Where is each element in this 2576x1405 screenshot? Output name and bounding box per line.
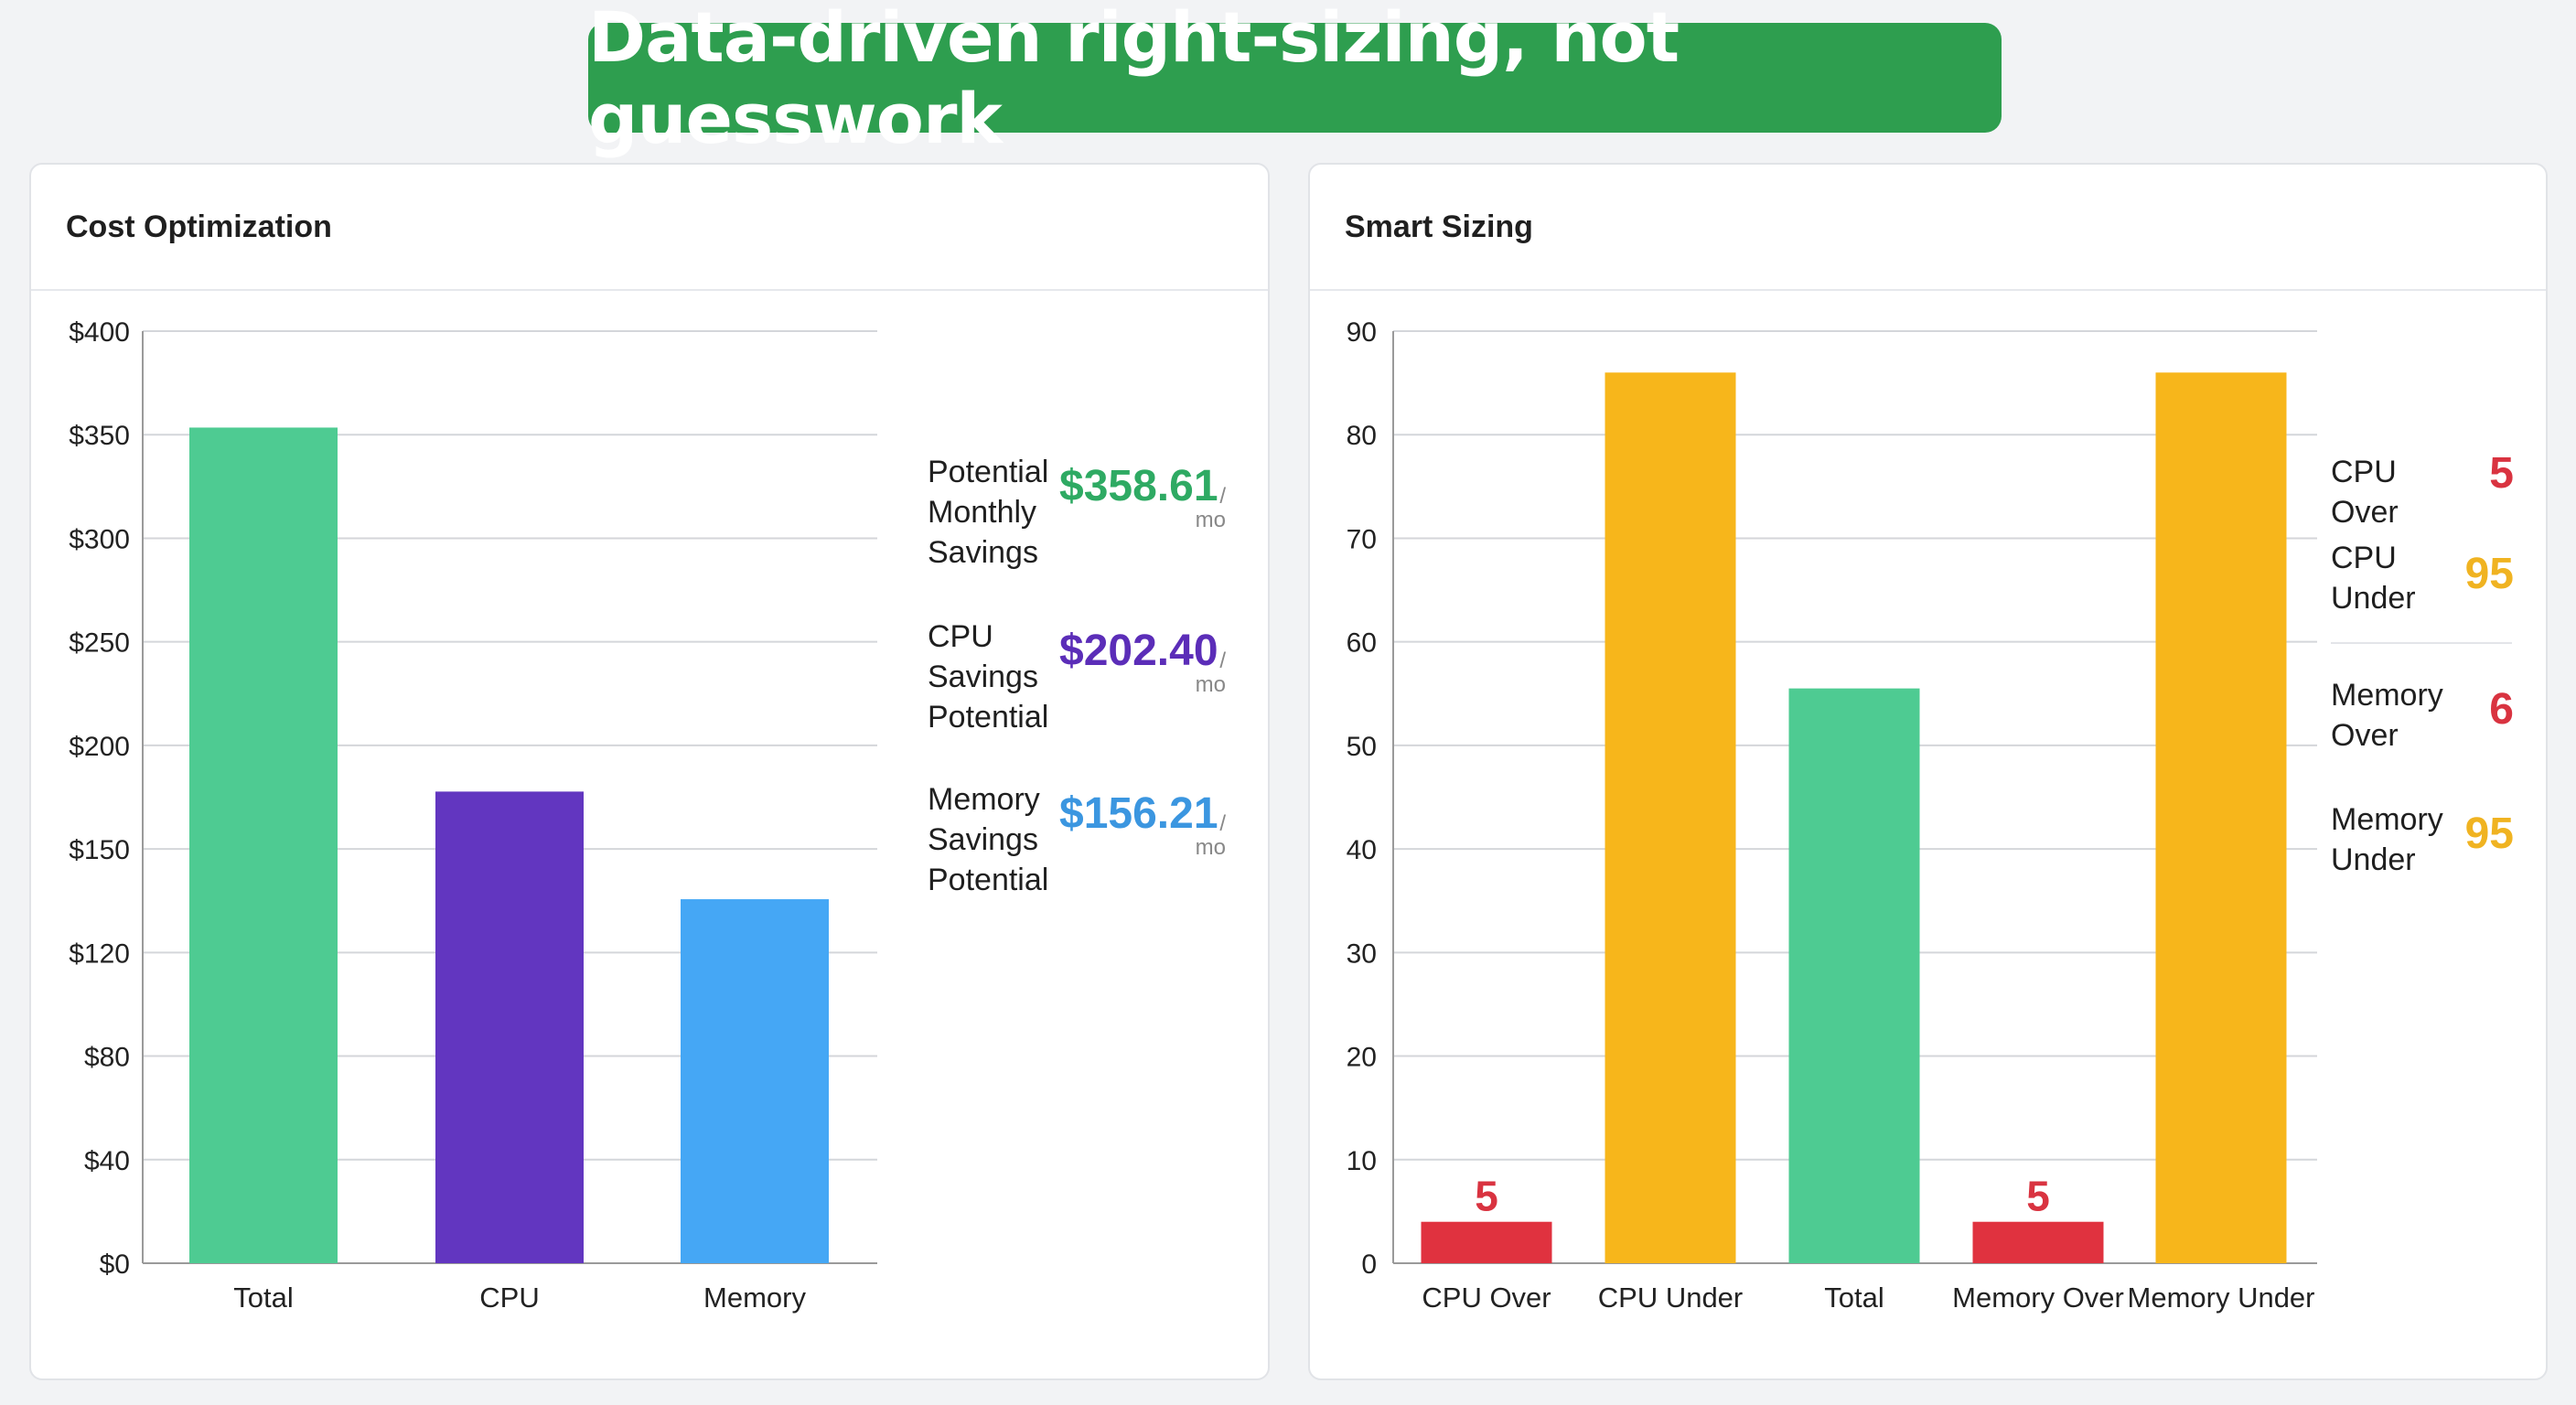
stat-label-line: Potential bbox=[928, 455, 1049, 489]
banner-title: Data-driven right-sizing, not guesswork bbox=[588, 0, 2002, 159]
y-tick-label: $0 bbox=[100, 1249, 130, 1280]
stat-unit-slash: / bbox=[1219, 811, 1226, 836]
x-tick-label: Memory Under bbox=[2128, 1282, 2315, 1314]
stat-label: Memory Under bbox=[2331, 799, 2443, 880]
stat-unit-period: mo bbox=[1195, 672, 1226, 697]
stat-label-line: Under bbox=[2331, 842, 2416, 877]
cost-optimization-panel: Cost Optimization $0 $40 $80 $120 $150 $200 $2… bbox=[29, 163, 1270, 1380]
x-tick-label: CPU bbox=[479, 1282, 539, 1314]
stat-value: 95 bbox=[2464, 810, 2514, 858]
stat-label: Memory Over bbox=[2331, 675, 2443, 756]
y-tick-label: 20 bbox=[1347, 1043, 1377, 1073]
y-tick-label: 70 bbox=[1347, 524, 1377, 554]
x-tick-label: Total bbox=[1824, 1282, 1884, 1314]
bar-total bbox=[1788, 688, 1920, 1263]
stat-label: CPU Savings Potential bbox=[928, 617, 1048, 737]
stat-unit-slash: / bbox=[1219, 484, 1226, 509]
stat-label-line: CPU Over bbox=[2331, 455, 2399, 530]
y-tick-label: $40 bbox=[84, 1146, 130, 1176]
stats-divider bbox=[2331, 642, 2512, 644]
bar-cpu-under bbox=[1605, 372, 1736, 1263]
y-tick-label: 30 bbox=[1347, 938, 1377, 969]
stat-label: CPU Over bbox=[2331, 452, 2399, 532]
y-tick-label: 50 bbox=[1347, 732, 1377, 762]
stat-unit: / mo bbox=[1189, 649, 1226, 697]
bar-memory-under bbox=[2155, 372, 2287, 1263]
stat-unit: / mo bbox=[1189, 812, 1226, 860]
y-tick-label: $300 bbox=[69, 524, 130, 554]
y-tick-label: $250 bbox=[69, 628, 130, 659]
x-tick-label: Total bbox=[233, 1282, 293, 1314]
stat-label-line: Memory bbox=[2331, 802, 2443, 837]
stat-label-line: CPU bbox=[2331, 541, 2397, 575]
data-label: 5 bbox=[2026, 1173, 2050, 1220]
stat-unit: / mo bbox=[1189, 485, 1226, 532]
y-tick-label: 40 bbox=[1347, 835, 1377, 865]
bar-cpu-over bbox=[1421, 1221, 1552, 1263]
stat-value: 5 bbox=[2489, 449, 2514, 498]
stat-value: $156.21 bbox=[1059, 789, 1218, 838]
y-tick-label: $150 bbox=[69, 835, 130, 865]
y-tick-label: 80 bbox=[1347, 421, 1377, 451]
stat-label-line: Memory bbox=[2331, 678, 2443, 713]
stat-label-line: CPU bbox=[928, 619, 993, 654]
stat-label-line: Over bbox=[2331, 718, 2399, 753]
stat-unit-slash: / bbox=[1219, 649, 1226, 673]
y-tick-label: $350 bbox=[69, 421, 130, 451]
y-tick-label: 0 bbox=[1361, 1249, 1377, 1280]
stat-label: Potential Monthly Savings bbox=[928, 452, 1048, 573]
bar-cpu bbox=[435, 791, 584, 1263]
stat-label-line: Potential bbox=[928, 863, 1049, 897]
data-label: 5 bbox=[1475, 1173, 1498, 1220]
y-tick-label: $400 bbox=[69, 317, 130, 348]
x-tick-label: Memory Over bbox=[1952, 1282, 2124, 1314]
stat-label-line: Savings bbox=[928, 535, 1038, 570]
stat-label-line: Savings bbox=[928, 822, 1038, 857]
stat-value: 6 bbox=[2489, 685, 2514, 734]
y-tick-label: 10 bbox=[1347, 1146, 1377, 1176]
stat-unit-period: mo bbox=[1195, 835, 1226, 860]
y-tick-label: 90 bbox=[1347, 317, 1377, 348]
x-tick-label: CPU Under bbox=[1598, 1282, 1744, 1314]
stat-unit-period: mo bbox=[1195, 508, 1226, 532]
stat-value: $358.61 bbox=[1059, 462, 1218, 510]
bar-total bbox=[189, 427, 338, 1263]
y-tick-label: $120 bbox=[69, 938, 130, 969]
x-tick-label: CPU Over bbox=[1422, 1282, 1551, 1314]
smart-sizing-panel: Smart Sizing 0 10 20 30 40 50 60 70 80 90 CPU Over… bbox=[1308, 163, 2548, 1380]
panel-title: Cost Optimization bbox=[31, 165, 1268, 291]
stat-value: 95 bbox=[2464, 550, 2514, 598]
sizing-bar-chart: 0 10 20 30 40 50 60 70 80 90 CPU Over 5 CPU Under Tot… bbox=[1347, 317, 2317, 1314]
stat-label-line: Potential bbox=[928, 700, 1049, 735]
stat-value: $202.40 bbox=[1059, 627, 1218, 675]
x-tick-label: Memory bbox=[703, 1282, 806, 1314]
y-tick-label: $200 bbox=[69, 732, 130, 762]
stat-label-line: Memory bbox=[928, 782, 1040, 817]
cost-bar-chart: $0 $40 $80 $120 $150 $200 $250 $300 $350 $400 Tota… bbox=[69, 317, 877, 1314]
stat-label: Memory Savings Potential bbox=[928, 779, 1048, 900]
bar-memory-over bbox=[1972, 1221, 2104, 1263]
stat-label: CPU Under bbox=[2331, 538, 2416, 618]
y-tick-label: $80 bbox=[84, 1043, 130, 1073]
stat-label-line: Under bbox=[2331, 581, 2416, 616]
stat-label-line: Monthly bbox=[928, 495, 1037, 530]
bar-memory bbox=[681, 899, 829, 1263]
y-tick-label: 60 bbox=[1347, 628, 1377, 659]
stat-label-line: Savings bbox=[928, 660, 1038, 694]
panel-title: Smart Sizing bbox=[1310, 165, 2546, 291]
